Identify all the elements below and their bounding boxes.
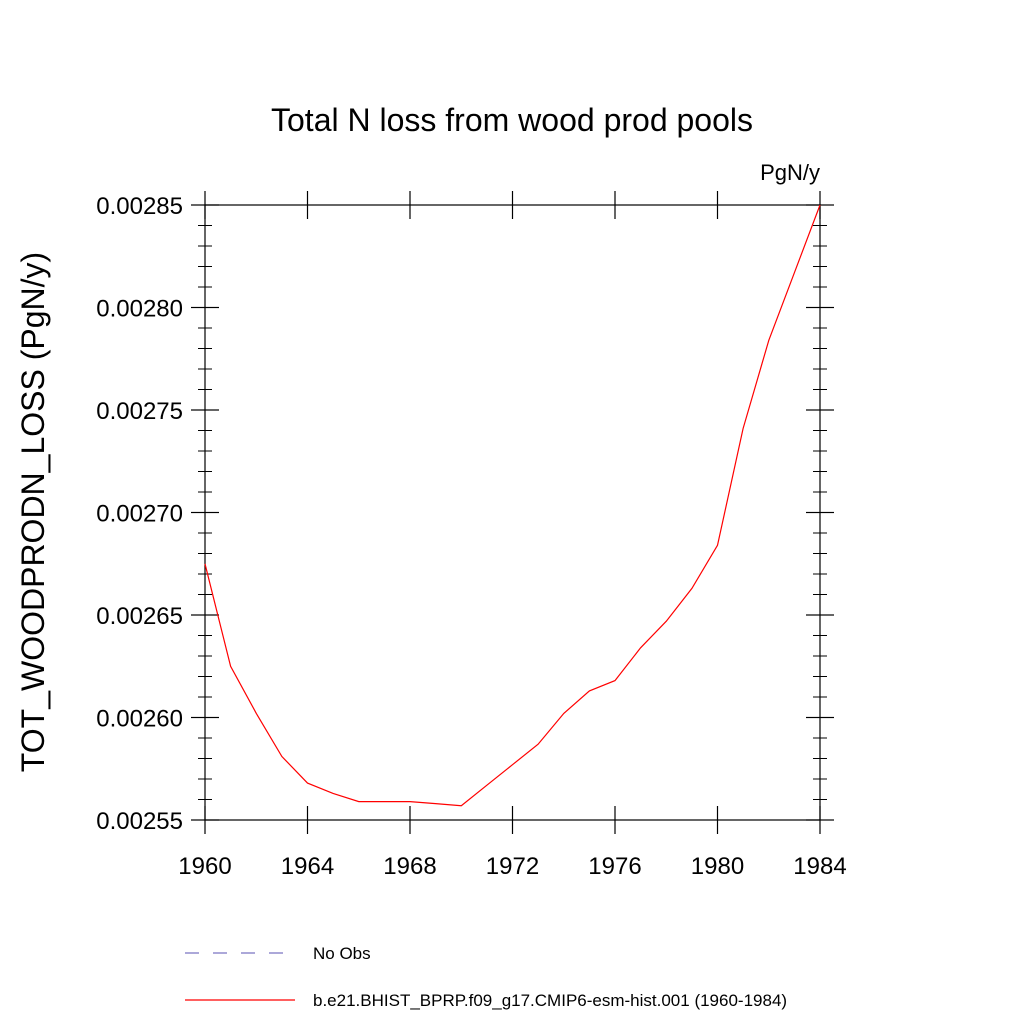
y-tick-label: 0.00275	[96, 398, 183, 425]
x-tick-label: 1964	[281, 853, 334, 880]
y-tick-label: 0.00280	[96, 296, 183, 323]
y-tick-label: 0.00285	[96, 193, 183, 220]
y-tick-label: 0.00255	[96, 808, 183, 835]
tick-labels: 1960 1964 1968 1972 1976 1980 1984 0.00255 0.002…	[96, 193, 846, 880]
x-tick-label: 1972	[486, 853, 539, 880]
axis-ticks	[191, 191, 834, 834]
series-layer	[204, 204, 821, 807]
y-tick-label: 0.00260	[96, 706, 183, 733]
plot-frame	[204, 204, 821, 821]
y-axis-label: TOT_WOODPRODN_LOSS (PgN/y)	[15, 252, 51, 772]
legend-entry: b.e21.BHIST_BPRP.f09_g17.CMIP6-esm-hist.…	[313, 991, 787, 1010]
series-line	[204, 204, 821, 807]
x-tick-label: 1980	[691, 853, 744, 880]
x-tick-label: 1976	[588, 853, 641, 880]
x-tick-label: 1984	[793, 853, 846, 880]
x-tick-label: 1968	[383, 853, 436, 880]
y-tick-label: 0.00270	[96, 501, 183, 528]
legend: No Obs b.e21.BHIST_BPRP.f09_g17.CMIP6-esm…	[185, 944, 787, 1010]
chart-title: Total N loss from wood prod pools	[271, 102, 753, 138]
x-tick-label: 1960	[178, 853, 231, 880]
y-tick-label: 0.00265	[96, 603, 183, 630]
units-label: PgN/y	[760, 160, 820, 185]
legend-entry: No Obs	[313, 944, 371, 963]
